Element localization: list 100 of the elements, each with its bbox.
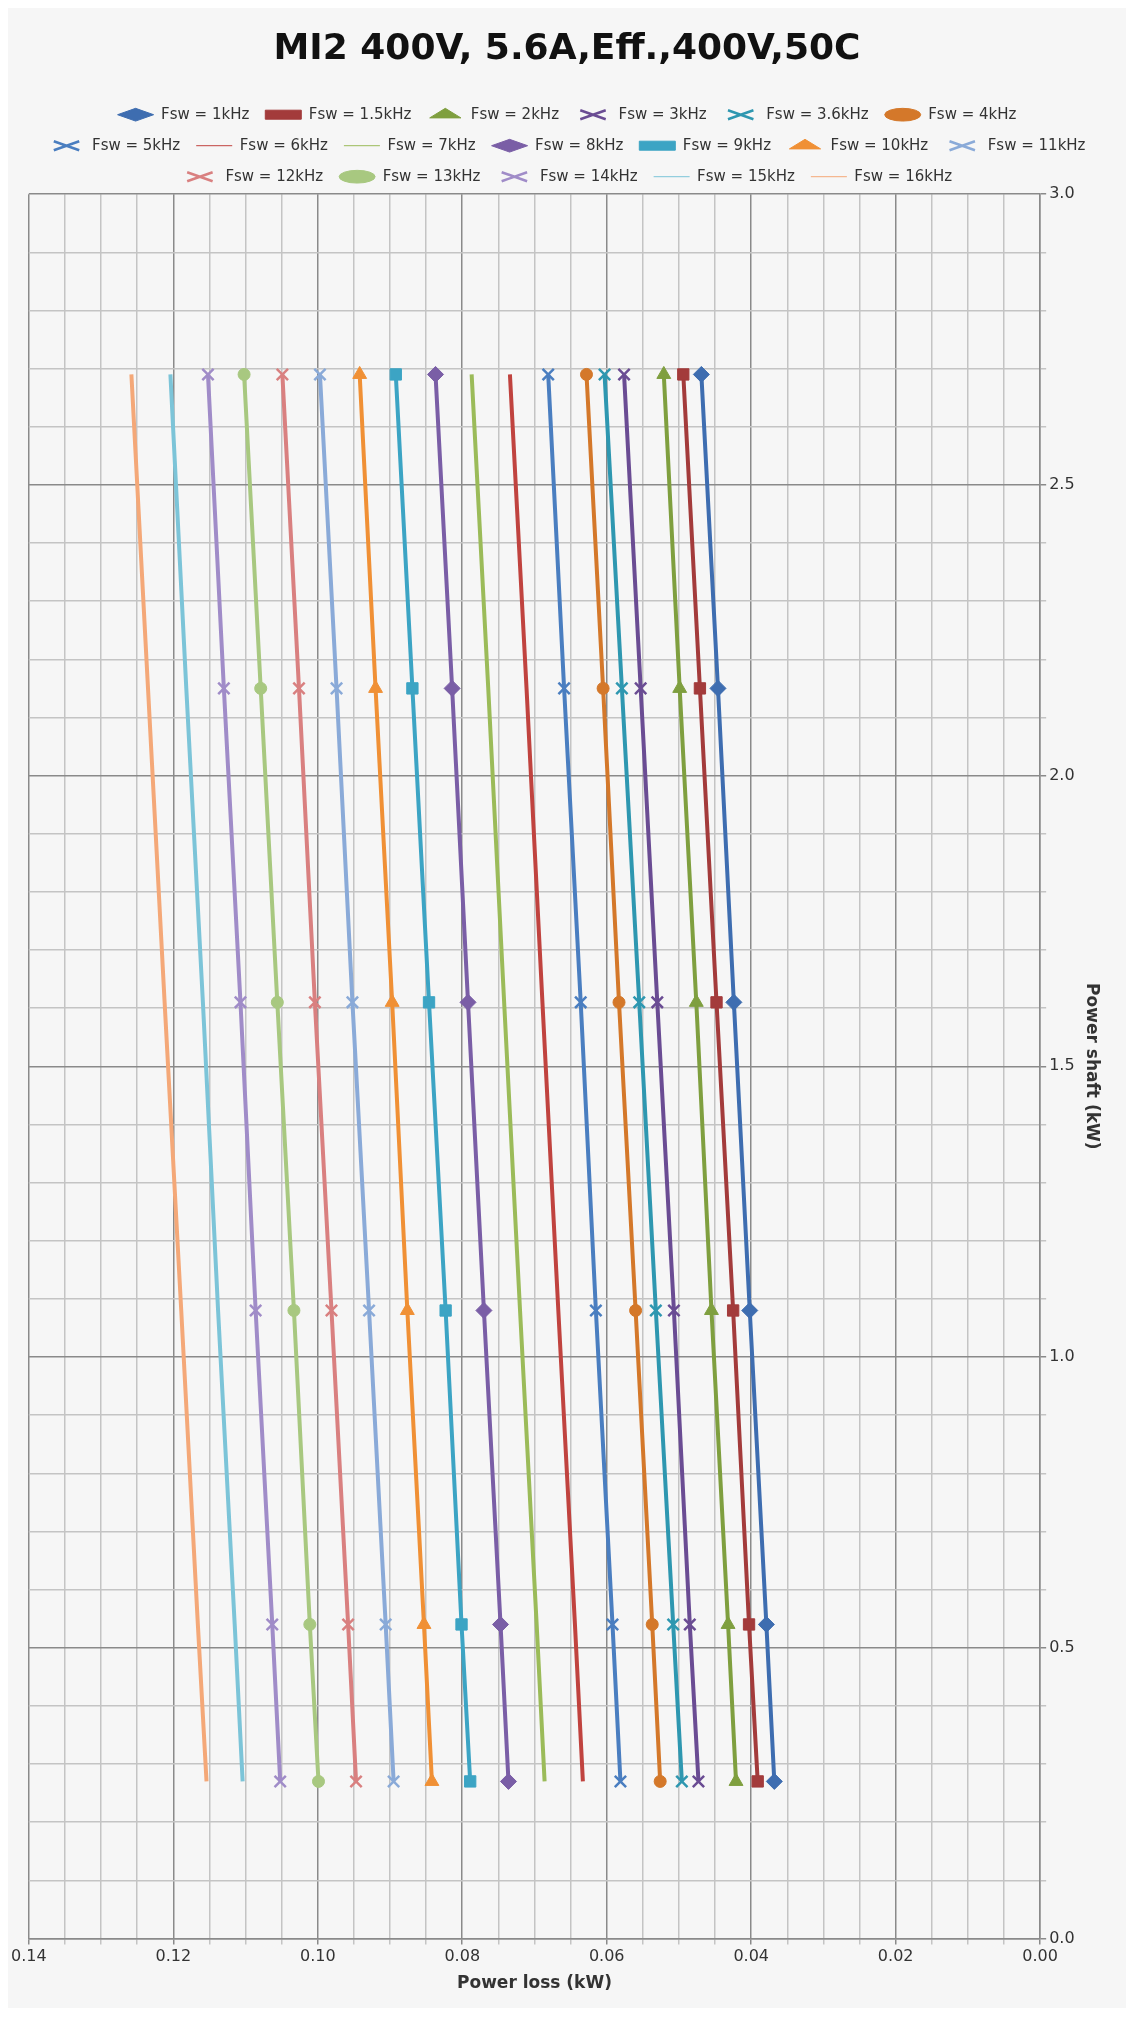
- point: [693, 682, 707, 695]
- point: [653, 1774, 667, 1788]
- point: [270, 995, 284, 1009]
- point: [614, 681, 629, 696]
- point: [233, 995, 248, 1010]
- point: [303, 1617, 317, 1631]
- y-tick-label: 0.5: [1049, 1636, 1075, 1656]
- x-tick-label: 0.08: [444, 1946, 481, 1966]
- y-tick-label: 0.0: [1049, 1927, 1075, 1947]
- x-tick-label: 0.14: [11, 1946, 47, 1966]
- point: [633, 681, 648, 696]
- point: [645, 1617, 659, 1631]
- point: [313, 367, 327, 382]
- point: [475, 1301, 493, 1319]
- point: [406, 682, 419, 695]
- point: [648, 1303, 663, 1318]
- point: [362, 1303, 376, 1318]
- point: [677, 368, 690, 381]
- point: [710, 996, 723, 1009]
- point: [596, 681, 610, 695]
- point: [597, 367, 612, 382]
- point: [650, 995, 665, 1010]
- point: [237, 367, 251, 381]
- point: [674, 1774, 689, 1789]
- legend-label: Fsw = 6kHz: [239, 135, 329, 154]
- point: [341, 1617, 356, 1632]
- legend-label: Fsw = 4kHz: [928, 104, 1017, 123]
- point: [307, 995, 322, 1010]
- legend-label: Fsw = 3kHz: [618, 104, 707, 123]
- x-tick-label: 0.00: [1022, 1946, 1058, 1966]
- legend-label: Fsw = 7kHz: [387, 135, 476, 154]
- point: [329, 681, 344, 696]
- point: [275, 367, 290, 382]
- legend-label: Fsw = 11kHz: [987, 135, 1086, 154]
- legend-label: Fsw = 2kHz: [470, 104, 560, 123]
- legend-label: Fsw = 10kHz: [830, 135, 929, 154]
- y-tick-label: 2.5: [1049, 474, 1075, 494]
- point: [216, 681, 231, 696]
- point: [666, 1617, 681, 1632]
- x-tick-label: 0.10: [299, 1946, 336, 1966]
- x-tick-label: 0.06: [588, 1946, 625, 1966]
- point: [378, 1617, 393, 1632]
- point: [499, 1772, 517, 1790]
- point: [573, 995, 588, 1010]
- y-tick-label: 1.0: [1049, 1346, 1075, 1366]
- point: [709, 679, 727, 697]
- point: [273, 1774, 288, 1789]
- point: [580, 367, 593, 381]
- legend-label: Fsw = 14kHz: [539, 166, 638, 185]
- legend-label: Fsw = 12kHz: [225, 166, 324, 185]
- point: [765, 1772, 783, 1790]
- point: [345, 995, 360, 1010]
- point: [629, 1303, 643, 1317]
- point: [726, 1304, 740, 1317]
- x-tick-label: 0.04: [733, 1946, 770, 1966]
- chart-title: MI2 400V, 5.6A,Eff.,400V,50C: [273, 25, 861, 67]
- point: [389, 368, 402, 381]
- point: [427, 365, 445, 383]
- point: [617, 367, 631, 382]
- y-tick-label: 3.0: [1049, 183, 1075, 203]
- point: [455, 1618, 468, 1631]
- legend-label: Fsw = 5kHz: [92, 135, 181, 154]
- point: [422, 996, 436, 1009]
- point: [292, 681, 306, 696]
- point: [692, 365, 710, 383]
- point: [741, 1301, 759, 1319]
- point: [492, 1615, 510, 1633]
- legend-label: Fsw = 1kHz: [161, 104, 250, 123]
- legend-label: Fsw = 1.5kHz: [308, 104, 412, 123]
- legend-label: Fsw = 3.6kHz: [766, 104, 869, 123]
- point: [459, 993, 477, 1011]
- point: [248, 1303, 263, 1318]
- y-tick-label: 2.0: [1049, 764, 1075, 784]
- point: [265, 1617, 280, 1632]
- legend-label: Fsw = 8kHz: [535, 135, 624, 154]
- legend-label: Fsw = 9kHz: [682, 135, 772, 154]
- point: [632, 995, 647, 1010]
- point: [201, 367, 215, 382]
- point: [541, 367, 556, 382]
- x-axis-title: Power loss (kW): [457, 1972, 612, 1993]
- point: [439, 1304, 452, 1317]
- point: [588, 1303, 603, 1318]
- point: [751, 1775, 764, 1788]
- point: [443, 679, 461, 697]
- x-tick-label: 0.02: [877, 1946, 914, 1966]
- legend-label: Fsw = 13kHz: [382, 166, 481, 185]
- point: [464, 1775, 477, 1788]
- point: [557, 681, 572, 696]
- y-axis-title: Power shaft (kW): [1083, 983, 1104, 1150]
- point: [311, 1774, 325, 1788]
- legend-label: Fsw = 16kHz: [854, 166, 953, 185]
- point: [349, 1774, 363, 1789]
- point: [725, 993, 743, 1011]
- point: [605, 1617, 620, 1632]
- point: [612, 995, 626, 1009]
- point: [742, 1618, 756, 1631]
- point: [324, 1303, 339, 1318]
- point: [254, 681, 268, 695]
- point: [287, 1303, 301, 1317]
- x-tick-label: 0.12: [155, 1946, 192, 1966]
